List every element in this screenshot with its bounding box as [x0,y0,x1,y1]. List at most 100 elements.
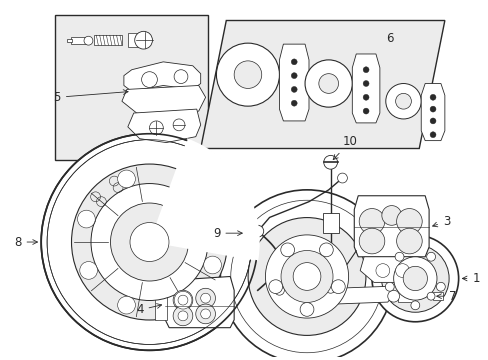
Circle shape [371,235,458,322]
Circle shape [80,262,97,279]
Circle shape [429,118,435,124]
Circle shape [396,228,421,254]
Circle shape [200,309,210,319]
Circle shape [359,208,384,234]
Polygon shape [165,276,234,328]
Circle shape [305,60,351,107]
Circle shape [291,86,297,93]
Text: 1: 1 [462,272,479,285]
Circle shape [200,293,210,303]
Circle shape [173,306,192,326]
Circle shape [291,73,297,78]
Text: 8: 8 [14,235,38,248]
Polygon shape [328,286,393,304]
Circle shape [387,290,399,302]
Circle shape [319,243,333,257]
Text: 4: 4 [136,303,162,316]
Circle shape [436,282,445,291]
Circle shape [381,206,401,225]
Polygon shape [200,21,444,148]
Text: 10: 10 [332,135,357,159]
Text: 5: 5 [53,90,128,104]
Circle shape [325,283,335,293]
Bar [71,37,88,44]
Circle shape [251,225,263,237]
Circle shape [91,184,207,301]
Circle shape [426,292,434,300]
Circle shape [363,67,368,73]
Circle shape [323,156,337,169]
Circle shape [396,208,421,234]
Polygon shape [127,109,200,143]
Circle shape [173,290,192,310]
Bar [397,290,414,302]
Circle shape [247,217,365,336]
Bar [94,35,122,45]
Circle shape [429,106,435,112]
Circle shape [142,72,157,87]
Circle shape [393,257,436,300]
Circle shape [173,119,184,131]
Bar [67,39,72,42]
Bar [322,213,338,233]
Circle shape [41,134,257,350]
Bar [245,227,259,235]
Circle shape [394,252,403,261]
Circle shape [291,59,297,65]
Circle shape [403,266,427,291]
Circle shape [318,74,338,93]
Bar [155,288,167,320]
Circle shape [71,164,227,320]
Circle shape [178,311,187,321]
Circle shape [300,302,313,316]
Circle shape [178,295,187,305]
Polygon shape [351,54,379,123]
Circle shape [149,121,163,135]
Circle shape [174,291,191,309]
Circle shape [216,43,279,106]
Circle shape [78,210,95,228]
Polygon shape [353,196,428,257]
Circle shape [363,81,368,86]
Circle shape [293,263,320,291]
Text: 9: 9 [212,227,242,240]
Circle shape [265,235,348,318]
Polygon shape [123,62,200,91]
Circle shape [363,94,368,100]
Text: 6: 6 [385,32,392,45]
Circle shape [410,301,419,310]
Circle shape [84,36,93,45]
Text: 3: 3 [432,215,449,228]
Polygon shape [122,85,205,117]
Circle shape [274,285,284,295]
Polygon shape [279,44,308,121]
Circle shape [381,245,448,312]
Circle shape [291,100,297,106]
Circle shape [280,243,294,257]
Circle shape [429,94,435,100]
Circle shape [385,84,420,119]
Bar [127,33,138,47]
Circle shape [234,61,261,89]
Text: 2: 2 [0,359,1,360]
Circle shape [359,228,384,254]
Circle shape [203,256,221,274]
Circle shape [331,280,345,293]
Circle shape [195,304,215,324]
Text: 7: 7 [436,290,455,303]
Circle shape [281,251,332,302]
Polygon shape [360,257,420,282]
Circle shape [429,132,435,138]
Circle shape [130,222,169,261]
Circle shape [195,288,215,308]
Bar [55,15,207,160]
Circle shape [110,203,188,281]
Circle shape [395,264,408,278]
Circle shape [363,108,368,114]
Circle shape [426,252,435,261]
Circle shape [395,93,410,109]
Circle shape [118,170,135,188]
Circle shape [135,31,152,49]
Circle shape [268,280,282,293]
Bar [432,292,442,300]
